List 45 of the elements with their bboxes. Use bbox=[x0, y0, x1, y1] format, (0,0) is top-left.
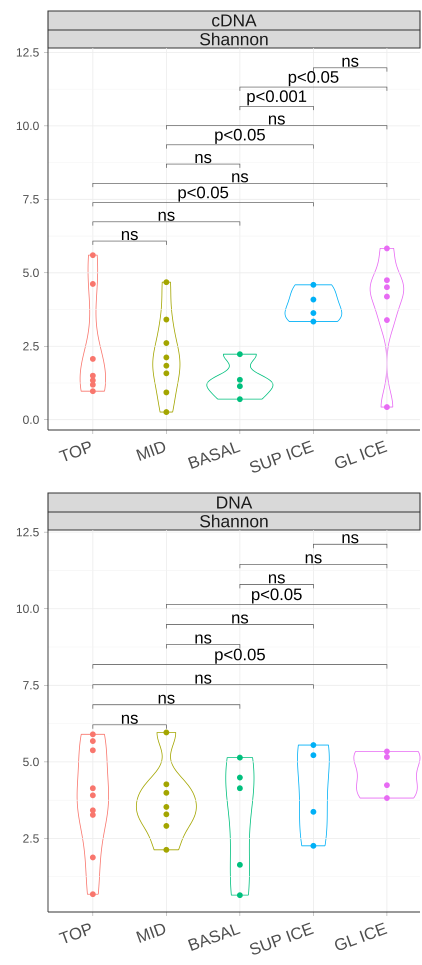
x-tick-label: SUP ICE bbox=[250, 440, 314, 473]
chart-title: DNA bbox=[217, 496, 252, 508]
y-tick-label: 5.0 bbox=[23, 268, 39, 278]
annotation: ns bbox=[232, 173, 248, 182]
x-tick-label: BASAL bbox=[188, 924, 241, 951]
y-tick-label: 10.0 bbox=[16, 122, 39, 130]
x-tick-label: MID bbox=[136, 442, 166, 461]
y-tick-label: 2.5 bbox=[23, 834, 39, 843]
annotation: p<0.05 bbox=[252, 588, 302, 604]
annotation: p<0.05 bbox=[288, 71, 338, 86]
chart-title: cDNA bbox=[212, 14, 257, 27]
x-tick-label: TOP bbox=[58, 924, 91, 944]
annotation: ns bbox=[122, 714, 138, 724]
y-tick-label: 0.0 bbox=[23, 415, 39, 424]
y-tick-label: 2.5 bbox=[23, 342, 39, 351]
y-tick-label: 5.0 bbox=[23, 758, 39, 766]
x-tick-label: TOP bbox=[58, 442, 91, 462]
y-tick-label: 7.5 bbox=[23, 195, 39, 204]
annotation: ns bbox=[158, 212, 175, 221]
chart-subtitle: Shannon bbox=[200, 32, 268, 46]
chart-subtitle: Shannon bbox=[200, 514, 268, 528]
annotation: ns bbox=[306, 554, 322, 564]
x-tick-label: GL ICE bbox=[335, 440, 388, 468]
annotation: ns bbox=[158, 694, 175, 704]
annotation: ns bbox=[232, 614, 248, 624]
x-tick-label: BASAL bbox=[188, 442, 241, 469]
x-tick-label: MID bbox=[136, 924, 166, 943]
x-tick-label: SUP ICE bbox=[250, 922, 314, 955]
y-tick-label: 12.5 bbox=[16, 528, 39, 536]
y-tick-label: 12.5 bbox=[16, 48, 39, 57]
annotation: ns bbox=[195, 634, 212, 644]
y-tick-label: 7.5 bbox=[23, 681, 39, 690]
annotation: ns bbox=[195, 674, 212, 684]
annotation: ns bbox=[268, 116, 285, 125]
annotation: ns bbox=[195, 154, 212, 164]
y-tick-label: 10.0 bbox=[16, 604, 39, 613]
annotation: ns bbox=[342, 58, 358, 67]
annotation: p<0.001 bbox=[247, 90, 306, 106]
annotation: ns bbox=[122, 230, 138, 240]
annotation: p<0.05 bbox=[215, 648, 265, 664]
annotation: ns bbox=[342, 534, 358, 544]
annotation: p<0.05 bbox=[178, 186, 228, 202]
annotation: p<0.05 bbox=[215, 128, 265, 144]
x-tick-label: GL ICE bbox=[335, 922, 388, 950]
annotation: ns bbox=[268, 574, 285, 584]
